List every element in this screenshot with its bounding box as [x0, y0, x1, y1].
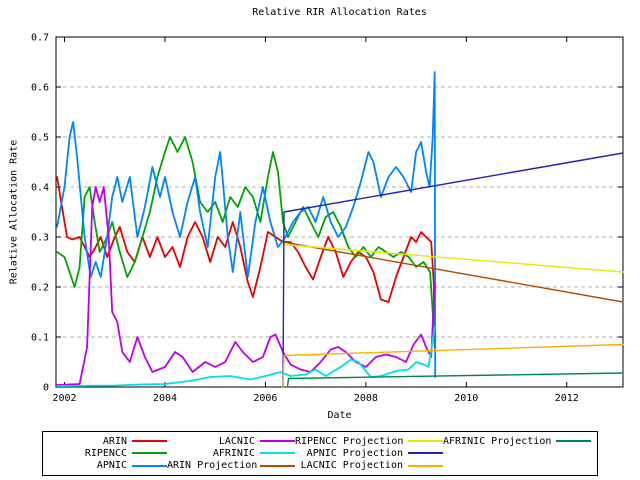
y-tick-label: 0.7 — [31, 33, 49, 44]
x-tick-label: 2010 — [454, 393, 478, 404]
x-tick-label: 2006 — [253, 393, 277, 404]
legend-item-afrinic-projection: AFRINIC Projection — [443, 435, 591, 448]
plot-area: 0 0.1 0.2 0.3 0.4 0.5 0.6 0.7 2002 2004 2006 2008 20… — [31, 33, 624, 404]
legend-swatch-ripencc-projection — [408, 440, 443, 443]
legend-column: LACNIC AFRINIC ARIN Projection — [167, 435, 295, 472]
y-tick-label: 0.6 — [31, 83, 49, 94]
legend-item-afrinic: AFRINIC — [167, 447, 295, 459]
legend-column: ARIN RIPENCC APNIC — [49, 435, 167, 472]
legend-item-apnic: APNIC — [49, 460, 167, 472]
legend-swatch-apnic — [132, 464, 167, 467]
x-tick-label: 2002 — [52, 393, 76, 404]
legend-swatch-afrinic — [260, 452, 295, 455]
legend-item-apnic-projection: APNIC Projection — [295, 447, 443, 459]
x-tick-label: 2004 — [153, 393, 177, 404]
legend-swatch-ripencc — [132, 452, 167, 455]
series-line-lacnic-projection — [282, 343, 624, 388]
y-tick-label: 0.4 — [31, 183, 49, 194]
plot-border — [55, 36, 624, 388]
y-tick-label: 0.3 — [31, 233, 49, 244]
legend-label-apnic: APNIC — [96, 460, 127, 472]
legend-item-ripencc-projection: RIPENCC Projection — [295, 435, 443, 447]
legend-item-lacnic-projection: LACNIC Projection — [295, 460, 443, 472]
legend-swatch-lacnic — [260, 440, 295, 443]
legend-label-arin-projection: ARIN Projection — [167, 460, 258, 472]
y-tick-label: 0.1 — [31, 333, 49, 344]
legend-swatch-arin — [132, 440, 167, 443]
x-tick-label: 2012 — [555, 393, 579, 404]
legend-swatch-apnic-projection — [408, 452, 443, 455]
legend-swatch-afrinic-projection — [556, 440, 591, 443]
legend-item-lacnic: LACNIC — [167, 435, 295, 447]
x-axis-label: Date — [327, 410, 352, 421]
series-line-afrinic-projection — [286, 372, 624, 388]
y-tick-label: 0.2 — [31, 283, 49, 294]
legend-label-arin: ARIN — [102, 435, 127, 447]
legend-column: RIPENCC Projection APNIC Projection LACNIC… — [295, 435, 443, 472]
legend-swatch-arin-projection — [260, 464, 295, 467]
legend-column: AFRINIC Projection — [443, 435, 591, 472]
x-tick-label: 2008 — [354, 393, 378, 404]
y-tick-label: 0 — [43, 383, 49, 394]
series-line-ripencc — [56, 136, 436, 338]
series-line-lacnic — [56, 186, 436, 386]
series-line-apnic — [56, 71, 437, 378]
legend-label-ripencc: RIPENCC — [84, 447, 127, 459]
legend-box: ARIN RIPENCC APNIC LACNIC AFRINIC ARIN Projec… — [42, 431, 598, 476]
legend-item-arin-projection: ARIN Projection — [167, 460, 295, 472]
series-line-apnic-projection — [282, 152, 624, 388]
series-line-afrinic — [56, 326, 436, 387]
legend-swatch-lacnic-projection — [408, 464, 443, 467]
legend-label-afrinic: AFRINIC — [212, 447, 255, 459]
series-line-arin-projection — [282, 241, 624, 303]
legend-item-arin: ARIN — [49, 435, 167, 447]
legend-label-ripencc-projection: RIPENCC Projection — [295, 435, 404, 447]
legend-label-afrinic-projection: AFRINIC Projection — [443, 435, 552, 447]
legend-label-apnic-projection: APNIC Projection — [306, 447, 403, 459]
legend-label-lacnic-projection: LACNIC Projection — [300, 460, 403, 472]
series-line-ripencc-projection — [282, 243, 624, 273]
legend-label-lacnic: LACNIC — [218, 435, 255, 447]
y-tick-label: 0.5 — [31, 133, 49, 144]
legend-item-ripencc: RIPENCC — [49, 447, 167, 459]
chart-title: Relative RIR Allocation Rates — [252, 7, 427, 18]
